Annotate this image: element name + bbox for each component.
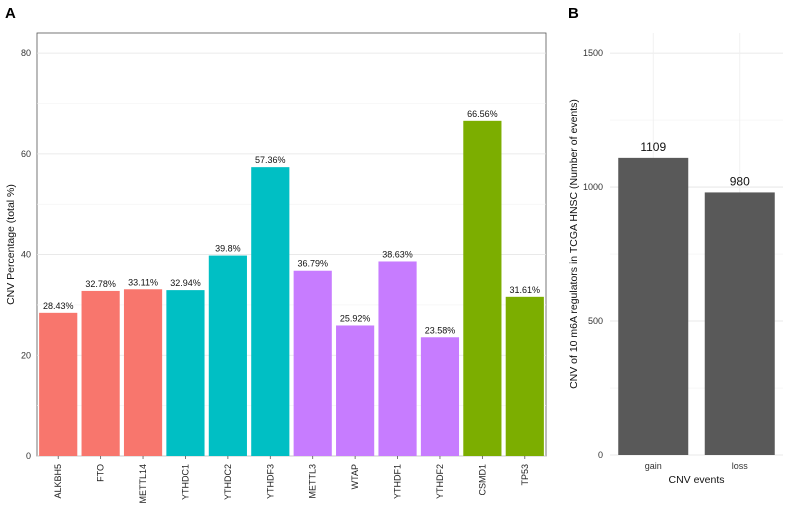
bar-ythdf2 <box>420 337 460 456</box>
x-tick-label-a: YTHDC1 <box>180 464 190 500</box>
data-label: 39.8% <box>215 244 241 254</box>
bar-gain <box>618 157 689 456</box>
data-label: 25.92% <box>340 313 371 323</box>
y-tick-label-a: 20 <box>21 350 31 360</box>
y-tick-label-a: 0 <box>26 451 31 461</box>
data-label: 28.43% <box>43 301 74 311</box>
x-tick-label-a: YTHDF2 <box>435 464 445 499</box>
bar-loss <box>704 192 775 455</box>
bar-mettl3 <box>293 270 332 456</box>
y-tick-label-b: 1000 <box>583 182 603 192</box>
bar-ythdc2 <box>208 255 247 456</box>
bar-mettl14 <box>123 289 163 456</box>
data-label: 23.58% <box>425 325 456 335</box>
bar-ythdf1 <box>378 261 417 456</box>
data-label: 66.56% <box>467 109 498 119</box>
x-tick-label-b: gain <box>645 461 662 471</box>
data-label: 32.78% <box>85 279 116 289</box>
data-label: 1109 <box>640 140 666 154</box>
data-label: 33.11% <box>128 277 158 287</box>
x-tick-label-a: ALKBH5 <box>53 464 63 499</box>
y-tick-label-b: 0 <box>598 450 603 460</box>
x-tick-label-a: YTHDF3 <box>265 464 275 499</box>
y-tick-label-a: 60 <box>21 149 31 159</box>
x-tick-label-a: YTHDF1 <box>393 464 403 499</box>
x-tick-label-a: METTL14 <box>138 464 148 504</box>
bar-ythdc1 <box>166 290 205 456</box>
y-tick-label-a: 80 <box>21 48 31 58</box>
bar-alkbh5 <box>39 312 78 456</box>
x-tick-label-a: WTAP <box>350 464 360 489</box>
bar-ythdf3 <box>251 167 290 456</box>
data-label: 31.61% <box>510 285 541 295</box>
bar-wtap <box>336 325 375 456</box>
panel-b-label: B <box>568 5 579 22</box>
y-axis-title-a: CNV Percentage (total %) <box>5 184 17 305</box>
y-tick-label-b: 1500 <box>583 48 603 58</box>
x-axis-title-b: CNV events <box>668 474 724 486</box>
x-tick-label-b: loss <box>732 461 749 471</box>
panel-a-chart: 0 20 40 60 80 28.43% ALKBH5 32.78% FTO 33.11% METT… <box>5 32 547 504</box>
panel-a-label: A <box>5 5 16 22</box>
bar-tp53 <box>505 296 544 456</box>
data-label: 57.36% <box>255 155 286 165</box>
x-tick-label-a: YTHDC2 <box>223 464 233 500</box>
data-label: 36.79% <box>297 259 328 269</box>
x-tick-label-a: CSMD1 <box>477 464 487 496</box>
data-label: 980 <box>730 174 750 188</box>
y-tick-label-a: 40 <box>21 250 31 260</box>
y-tick-label-b: 500 <box>588 316 603 326</box>
bar-fto <box>81 290 120 456</box>
y-axis-title-b: CNV of 10 m6A regulators in TCGA HNSC (N… <box>568 99 580 389</box>
x-tick-label-a: TP53 <box>520 464 530 486</box>
x-tick-label-a: METTL3 <box>308 464 318 499</box>
bar-csmd1 <box>463 120 502 456</box>
data-label: 32.94% <box>170 278 201 288</box>
data-label: 38.63% <box>382 249 413 259</box>
x-tick-label-a: FTO <box>96 464 106 482</box>
panel-b-chart: 0 500 1000 1500 1109 gain 980 loss CNV events CNV… <box>568 33 783 486</box>
